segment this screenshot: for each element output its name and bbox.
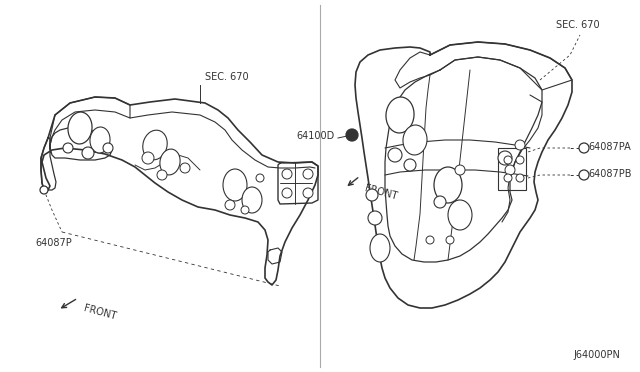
Circle shape xyxy=(434,196,446,208)
Text: FRONT: FRONT xyxy=(363,183,398,201)
Circle shape xyxy=(504,174,512,182)
Ellipse shape xyxy=(223,169,247,201)
Circle shape xyxy=(225,200,235,210)
Circle shape xyxy=(142,152,154,164)
Circle shape xyxy=(282,169,292,179)
Circle shape xyxy=(366,189,378,201)
Circle shape xyxy=(426,236,434,244)
Circle shape xyxy=(505,165,515,175)
Circle shape xyxy=(282,188,292,198)
Text: SEC. 670: SEC. 670 xyxy=(205,72,248,82)
Ellipse shape xyxy=(448,200,472,230)
Circle shape xyxy=(303,169,313,179)
Circle shape xyxy=(103,143,113,153)
Text: 64100D: 64100D xyxy=(297,131,335,141)
Circle shape xyxy=(303,188,313,198)
Circle shape xyxy=(63,143,73,153)
Ellipse shape xyxy=(434,167,462,203)
Bar xyxy=(498,148,526,190)
Circle shape xyxy=(446,236,454,244)
Circle shape xyxy=(180,163,190,173)
Circle shape xyxy=(40,186,48,194)
Circle shape xyxy=(256,174,264,182)
Circle shape xyxy=(82,147,94,159)
Circle shape xyxy=(515,140,525,150)
Circle shape xyxy=(241,206,249,214)
Circle shape xyxy=(346,129,358,141)
Ellipse shape xyxy=(68,112,92,144)
Text: J64000PN: J64000PN xyxy=(573,350,620,360)
Circle shape xyxy=(516,174,524,182)
Circle shape xyxy=(455,165,465,175)
Circle shape xyxy=(388,148,402,162)
Ellipse shape xyxy=(386,97,414,133)
Circle shape xyxy=(157,170,167,180)
Circle shape xyxy=(368,211,382,225)
Circle shape xyxy=(404,159,416,171)
Ellipse shape xyxy=(403,125,427,155)
Circle shape xyxy=(516,156,524,164)
Text: FRONT: FRONT xyxy=(82,303,117,321)
Text: 64087P: 64087P xyxy=(35,238,72,248)
Text: 64087PA: 64087PA xyxy=(588,142,631,152)
Ellipse shape xyxy=(160,149,180,175)
Circle shape xyxy=(579,143,589,153)
Text: SEC. 670: SEC. 670 xyxy=(556,20,600,30)
Circle shape xyxy=(498,151,512,165)
Text: 64087PB: 64087PB xyxy=(588,169,632,179)
Ellipse shape xyxy=(143,130,167,160)
Ellipse shape xyxy=(90,127,110,153)
Circle shape xyxy=(504,156,512,164)
Ellipse shape xyxy=(242,187,262,213)
Ellipse shape xyxy=(370,234,390,262)
Circle shape xyxy=(579,170,589,180)
